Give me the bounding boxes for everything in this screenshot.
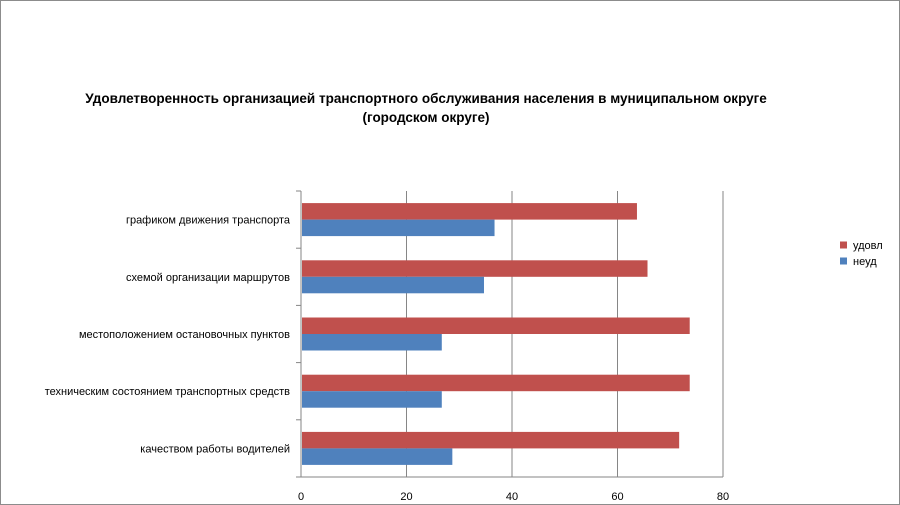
category-label-3: техническим состоянием транспортных сред… <box>45 386 290 398</box>
legend-label-неуд: неуд <box>853 256 877 268</box>
category-label-1: схемой организации маршрутов <box>126 272 290 284</box>
x-tick-label-80: 80 <box>717 491 729 503</box>
bar-удовл-1 <box>302 260 648 277</box>
x-tick-label-0: 0 <box>298 491 304 503</box>
bar-неуд-1 <box>302 276 484 294</box>
x-tick-label-60: 60 <box>611 491 623 503</box>
bar-удовл-3 <box>302 374 690 392</box>
bar-неуд-4 <box>302 448 453 465</box>
category-label-2: местоположением остановочных пунктов <box>79 329 290 341</box>
x-tick-label-20: 20 <box>400 491 412 503</box>
bar-неуд-0 <box>302 219 495 237</box>
bar-неуд-3 <box>302 391 442 408</box>
chart-title-line-1: Удовлетворенность организацией транспорт… <box>85 91 767 106</box>
bar-удовл-0 <box>302 203 637 220</box>
category-label-0: графиком движения транспорта <box>126 215 291 227</box>
legend-swatch-удовл <box>840 241 847 249</box>
category-label-4: качеством работы водителей <box>140 443 290 455</box>
bar-удовл-4 <box>302 431 680 449</box>
chart-title-line-2: (городском округе) <box>362 110 490 125</box>
chart-title: Удовлетворенность организацией транспорт… <box>1 89 851 127</box>
legend-label-удовл: удовл <box>853 240 883 252</box>
bar-неуд-2 <box>302 334 442 351</box>
x-tick-label-40: 40 <box>506 491 518 503</box>
legend-swatch-неуд <box>840 257 847 265</box>
bar-удовл-2 <box>302 317 690 334</box>
